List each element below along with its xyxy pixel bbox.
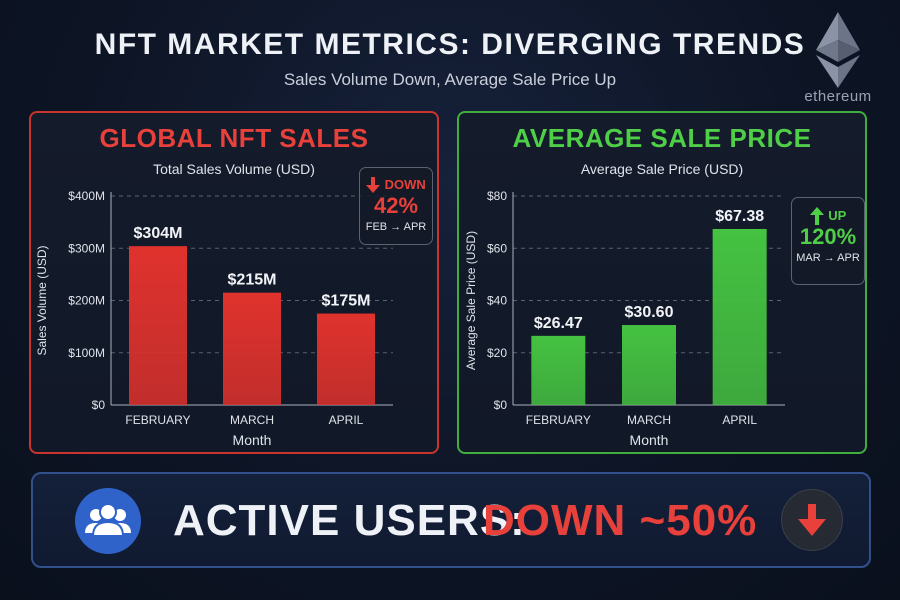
bar-april xyxy=(317,313,375,405)
bar-february xyxy=(531,335,586,405)
panel-title: GLOBAL NFT SALES xyxy=(99,123,369,153)
page-subtitle: Sales Volume Down, Average Sale Price Up xyxy=(283,70,617,89)
bar-march xyxy=(622,325,676,405)
change-range: MAR → APR xyxy=(796,252,860,265)
y-axis-label: Sales Volume (USD) xyxy=(35,245,49,355)
price-change-box: UP 120% MAR → APR xyxy=(791,197,865,285)
x-tick-label: FEBRUARY xyxy=(526,413,591,427)
ethereum-logo-icon xyxy=(816,12,860,88)
x-tick-label: APRIL xyxy=(722,413,757,427)
y-tick-label: $40 xyxy=(487,294,507,308)
global-nft-sales-panel: GLOBAL NFT SALES Total Sales Volume (USD… xyxy=(29,111,439,454)
bar-april xyxy=(712,228,767,405)
active-users-value: DOWN ~50% xyxy=(483,496,758,545)
data-label: $26.47 xyxy=(534,315,583,332)
y-tick-label: $80 xyxy=(487,189,507,203)
bar-february xyxy=(129,246,187,405)
active-users-banner: ACTIVE USERS: DOWN ~50% xyxy=(31,472,871,568)
change-direction: UP xyxy=(828,208,847,224)
y-tick-label: $0 xyxy=(92,398,106,412)
x-axis-label: Month xyxy=(233,432,272,448)
panel-subtitle: Average Sale Price (USD) xyxy=(580,161,744,177)
down-arrow-icon xyxy=(781,489,843,551)
sales-change-box: DOWN 42% FEB → APR xyxy=(359,167,433,245)
ethereum-wordmark: ethereum xyxy=(804,88,872,105)
y-tick-label: $60 xyxy=(487,241,507,255)
average-price-chart: $0 $20 $40 $60 $80 $26.47 FEBRUARY $30.60 MARCH $… xyxy=(464,189,785,448)
bar-march xyxy=(223,292,281,405)
change-percent: 42% xyxy=(373,193,419,218)
y-tick-label: $0 xyxy=(494,398,508,412)
users-icon xyxy=(75,488,141,554)
y-tick-label: $100M xyxy=(68,346,105,360)
sales-volume-chart: $0 $100M $200M $300M $400M $304M FEBRUARY $215M… xyxy=(35,189,393,448)
data-label: $304M xyxy=(134,225,183,242)
average-sale-price-panel: AVERAGE SALE PRICE Average Sale Price (U… xyxy=(457,111,867,454)
x-tick-label: APRIL xyxy=(329,413,364,427)
down-arrow-icon xyxy=(366,176,381,193)
data-label: $67.38 xyxy=(715,208,764,225)
data-label: $30.60 xyxy=(625,304,674,321)
y-tick-label: $20 xyxy=(487,346,507,360)
data-label: $175M xyxy=(322,293,371,310)
change-direction: DOWN xyxy=(384,177,426,192)
x-tick-label: MARCH xyxy=(627,413,671,427)
change-percent: 120% xyxy=(799,224,857,250)
x-axis-label: Month xyxy=(630,432,669,448)
panel-subtitle: Total Sales Volume (USD) xyxy=(153,161,315,177)
y-tick-label: $200M xyxy=(68,294,105,308)
y-tick-label: $300M xyxy=(68,241,105,255)
y-axis-label: Average Sale Price (USD) xyxy=(464,231,478,370)
x-tick-label: MARCH xyxy=(230,413,274,427)
change-range: FEB → APR xyxy=(365,221,427,233)
up-arrow-icon xyxy=(809,207,824,225)
data-label: $215M xyxy=(228,272,277,289)
panel-title: AVERAGE SALE PRICE xyxy=(512,123,812,153)
x-tick-label: FEBRUARY xyxy=(125,413,190,427)
page-title: NFT MARKET METRICS: DIVERGING TRENDS xyxy=(94,28,806,61)
active-users-label: ACTIVE USERS: xyxy=(173,496,526,545)
y-tick-label: $400M xyxy=(68,189,105,203)
